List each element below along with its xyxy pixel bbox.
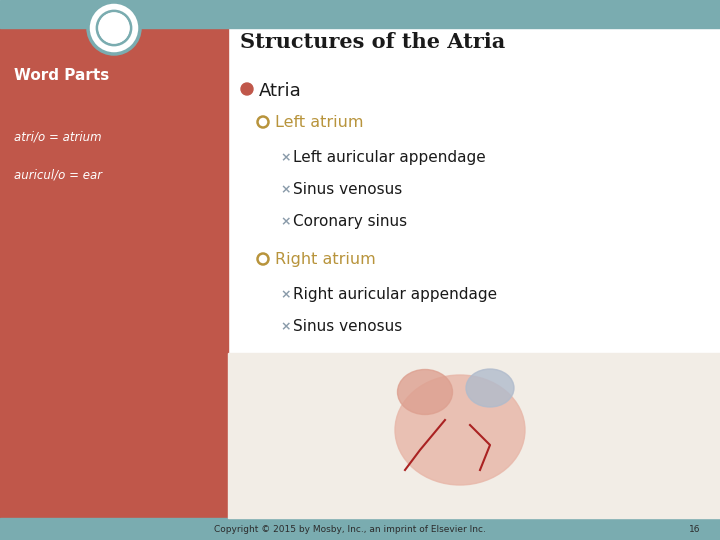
Text: Sinus venosus: Sinus venosus [293, 319, 402, 334]
Text: Atria: Atria [259, 82, 302, 100]
Bar [0, 518, 720, 540]
Text: Left auricular appendage: Left auricular appendage [293, 150, 486, 165]
Ellipse shape [397, 369, 452, 415]
Text: 16: 16 [689, 524, 701, 534]
Text: Right atrium: Right atrium [275, 252, 376, 267]
Text: Coronary sinus: Coronary sinus [293, 214, 407, 229]
Text: Sinus venosus: Sinus venosus [293, 182, 402, 197]
Text: atri/o = atrium: atri/o = atrium [14, 130, 102, 143]
Ellipse shape [395, 375, 525, 485]
Circle shape [88, 2, 140, 54]
Text: auricul/o = ear: auricul/o = ear [14, 168, 102, 181]
Ellipse shape [466, 369, 514, 407]
Bar [0, 28, 228, 518]
Text: ×: × [280, 151, 290, 164]
Text: Word Parts: Word Parts [14, 68, 109, 83]
Text: Structures of the Atria: Structures of the Atria [240, 32, 505, 52]
Text: ×: × [280, 288, 290, 301]
Circle shape [241, 83, 253, 95]
Bar [0, 0, 720, 28]
Circle shape [99, 13, 129, 43]
Text: Left atrium: Left atrium [275, 115, 364, 130]
Text: Right auricular appendage: Right auricular appendage [293, 287, 497, 302]
Text: ×: × [280, 215, 290, 228]
Text: Copyright © 2015 by Mosby, Inc., an imprint of Elsevier Inc.: Copyright © 2015 by Mosby, Inc., an impr… [214, 524, 486, 534]
Bar [228, 353, 720, 518]
Text: ×: × [280, 320, 290, 333]
Text: ×: × [280, 183, 290, 196]
